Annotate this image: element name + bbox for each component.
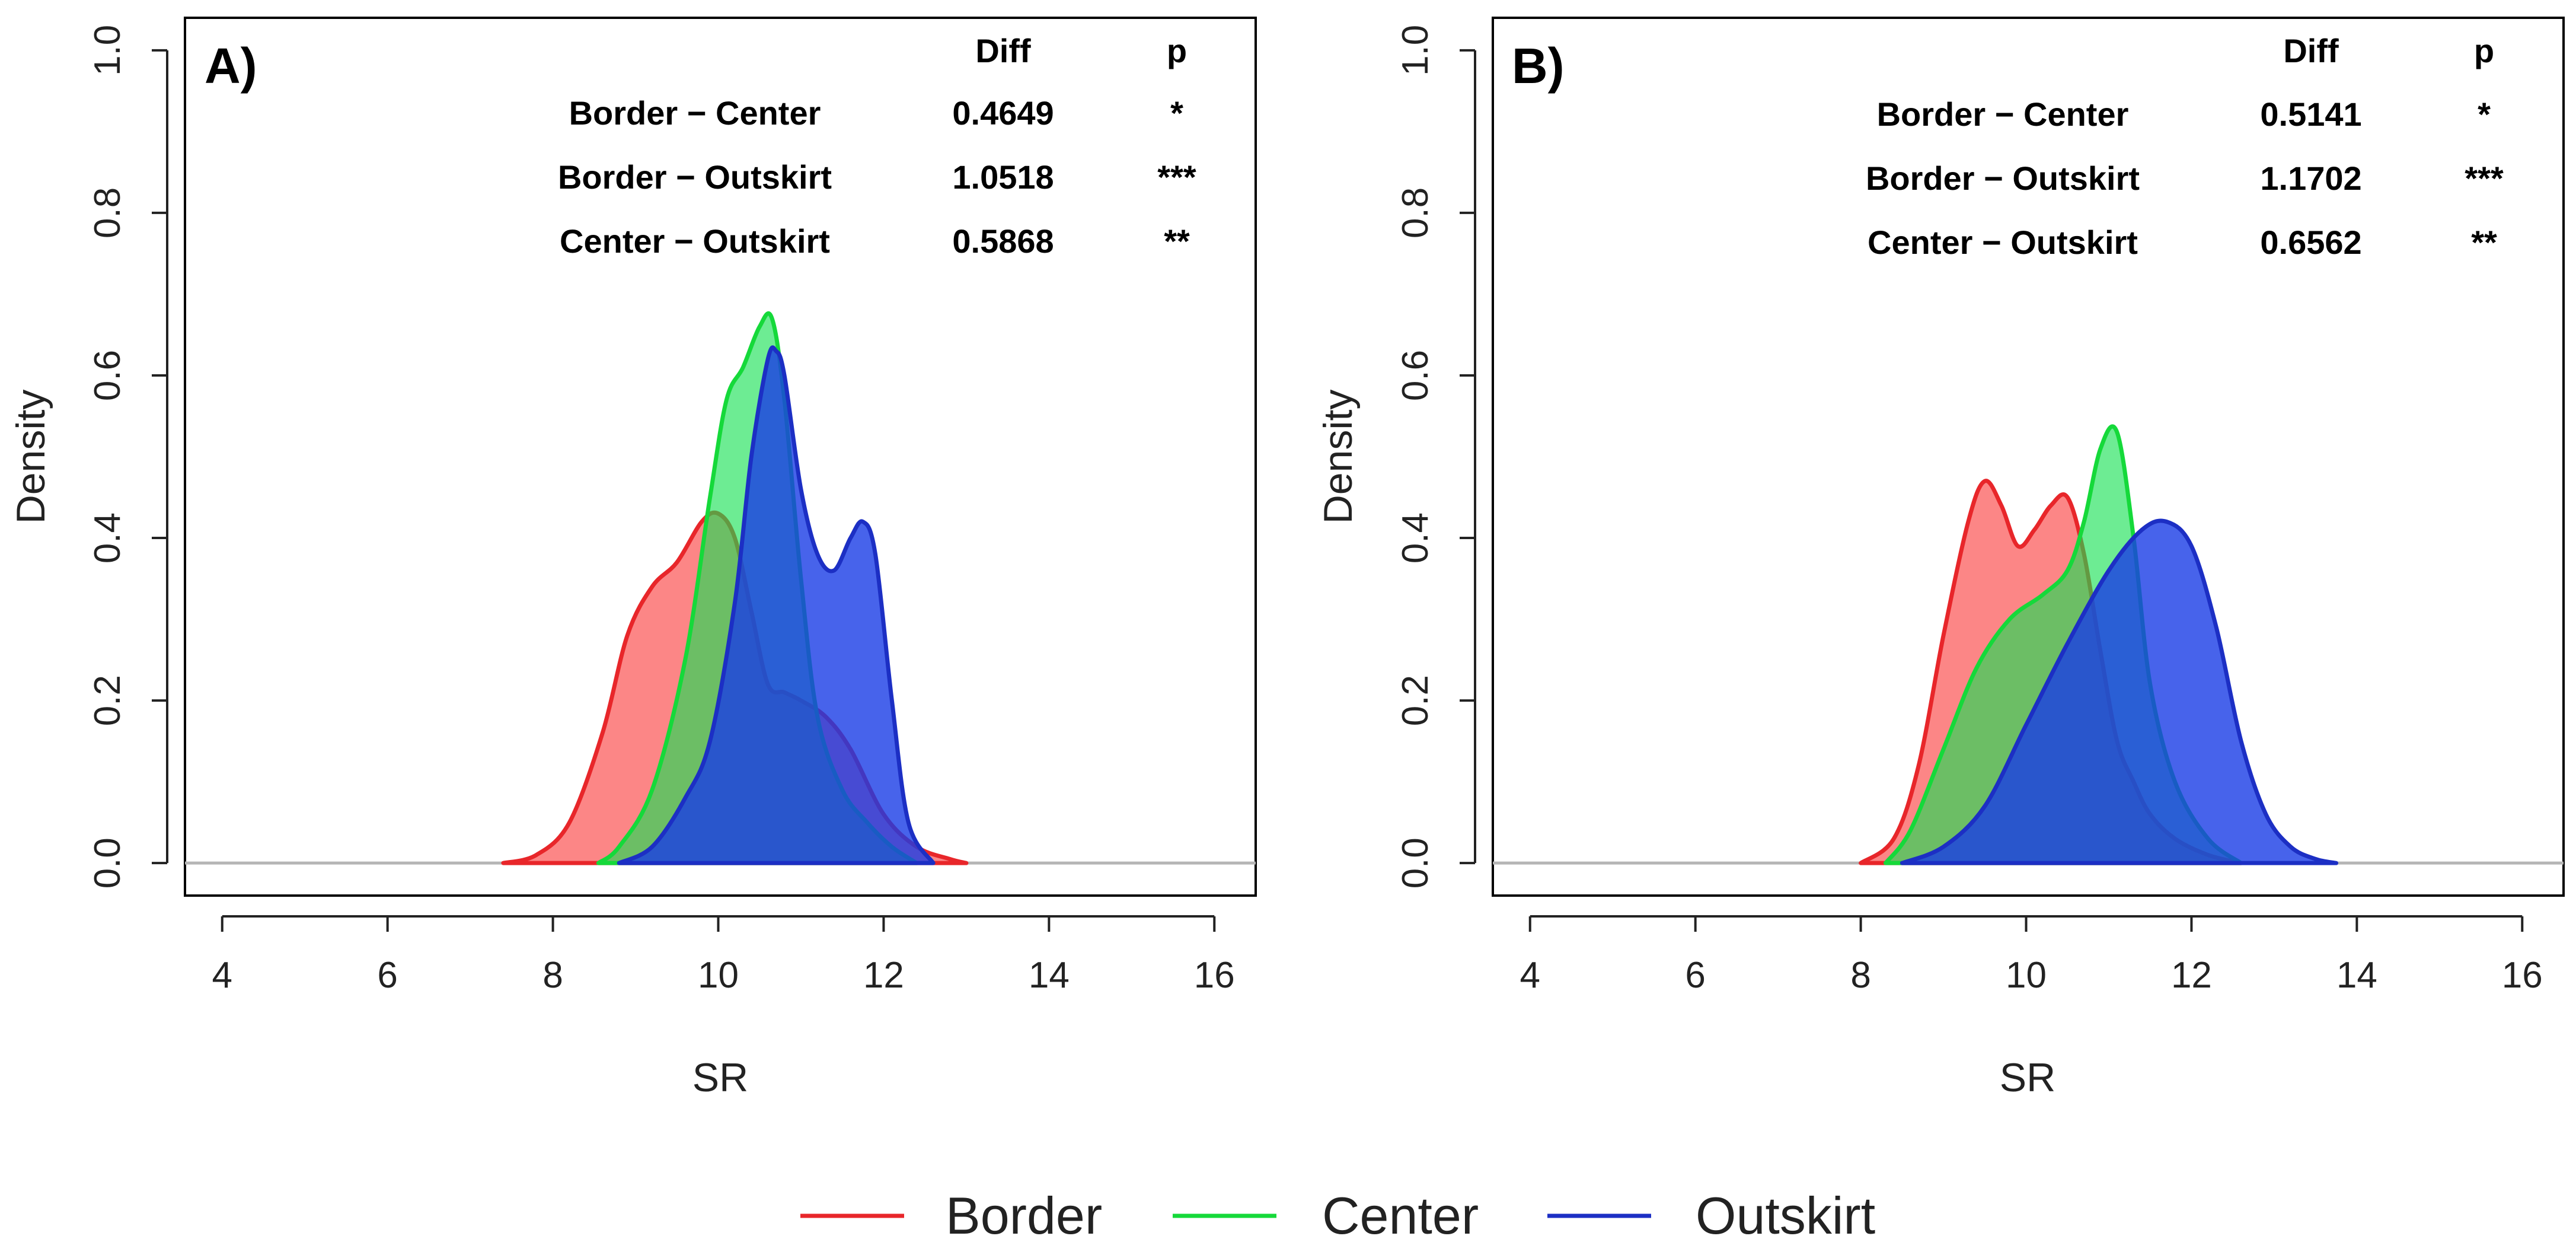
legend-label-outskirt: Outskirt bbox=[1696, 1186, 1875, 1245]
legend: Border Center Outskirt bbox=[800, 1186, 1875, 1245]
y-tick-label: 0.6 bbox=[1395, 350, 1436, 401]
panel-label: A) bbox=[205, 38, 257, 94]
stats-row-p: ** bbox=[2471, 224, 2497, 261]
density-curves bbox=[185, 311, 1256, 865]
stats-row-diff: 1.1702 bbox=[2260, 160, 2361, 197]
stats-row-label: Center − Outskirt bbox=[1868, 224, 2138, 261]
panel-b: 4 6 8 10 12 14 16 0.0 0.2 0.4 0.6 0.8 1.0 B) Diff p… bbox=[1316, 17, 2565, 1100]
panel-a: 4 6 8 10 12 14 16 0.0 0.2 0.4 0.6 0.8 1.0 A) Diff p… bbox=[8, 17, 1257, 1100]
x-tick-label: 12 bbox=[2171, 955, 2212, 996]
y-tick-label: 1.0 bbox=[87, 25, 128, 76]
stats-row-diff: 0.4649 bbox=[952, 94, 1054, 132]
density-curves bbox=[1493, 424, 2564, 865]
x-tick-label: 10 bbox=[698, 955, 739, 996]
x-axis: 4 6 8 10 12 14 16 bbox=[212, 915, 1235, 996]
stats-row-label: Border − Center bbox=[1877, 95, 2129, 133]
x-tick-label: 8 bbox=[542, 955, 563, 996]
stats-row-p: * bbox=[2478, 95, 2491, 133]
y-axis: 0.0 0.2 0.4 0.6 0.8 1.0 bbox=[1395, 25, 1476, 888]
stats-header-diff: Diff bbox=[975, 32, 1031, 69]
stats-row-diff: 0.5141 bbox=[2260, 95, 2361, 133]
stats-row-diff: 0.6562 bbox=[2260, 224, 2361, 261]
stats-row-p: * bbox=[1170, 94, 1183, 132]
y-axis-title: Density bbox=[8, 390, 53, 524]
stats-row-label: Border − Center bbox=[569, 94, 821, 132]
density-area-outskirt bbox=[1900, 518, 2338, 865]
stats-row-p: *** bbox=[1157, 158, 1196, 196]
density-area-outskirt bbox=[617, 345, 936, 865]
x-axis-title: SR bbox=[692, 1055, 748, 1100]
y-tick-label: 0.6 bbox=[87, 350, 128, 401]
y-tick-label: 0.4 bbox=[87, 512, 128, 563]
x-axis-title: SR bbox=[2000, 1055, 2055, 1100]
y-tick-label: 0.2 bbox=[1395, 675, 1436, 726]
stats-header-p: p bbox=[1167, 32, 1187, 69]
stats-row-label: Center − Outskirt bbox=[560, 222, 830, 260]
y-axis-title: Density bbox=[1316, 390, 1361, 524]
plot-frame bbox=[1492, 17, 2565, 897]
x-tick-label: 8 bbox=[1850, 955, 1870, 996]
x-tick-label: 14 bbox=[2336, 955, 2377, 996]
legend-label-center: Center bbox=[1322, 1186, 1479, 1245]
y-tick-label: 0.8 bbox=[1395, 187, 1436, 238]
stats-table: Diff p Border − Center 0.5141 * Border −… bbox=[1866, 32, 2504, 261]
x-tick-label: 4 bbox=[212, 955, 232, 996]
x-tick-label: 16 bbox=[2502, 955, 2543, 996]
stats-header-diff: Diff bbox=[2283, 32, 2339, 69]
stats-row-label: Border − Outskirt bbox=[1866, 160, 2140, 197]
stats-row-p: ** bbox=[1164, 222, 1190, 260]
stats-row-p: *** bbox=[2465, 160, 2504, 197]
x-axis: 4 6 8 10 12 14 16 bbox=[1520, 915, 2543, 996]
panel-label: B) bbox=[1512, 38, 1565, 94]
y-tick-label: 0.4 bbox=[1395, 512, 1436, 563]
x-tick-label: 14 bbox=[1029, 955, 1070, 996]
x-tick-label: 12 bbox=[863, 955, 904, 996]
x-tick-label: 10 bbox=[2006, 955, 2047, 996]
y-axis: 0.0 0.2 0.4 0.6 0.8 1.0 bbox=[87, 25, 168, 888]
stats-header-p: p bbox=[2474, 32, 2494, 69]
y-tick-label: 1.0 bbox=[1395, 25, 1436, 76]
legend-label-border: Border bbox=[946, 1186, 1102, 1245]
y-tick-label: 0.0 bbox=[87, 837, 128, 888]
stats-table: Diff p Border − Center 0.4649 * Border −… bbox=[558, 32, 1196, 260]
y-tick-label: 0.0 bbox=[1395, 837, 1436, 888]
x-tick-label: 4 bbox=[1520, 955, 1540, 996]
y-tick-label: 0.8 bbox=[87, 187, 128, 238]
stats-row-diff: 1.0518 bbox=[952, 158, 1054, 196]
stats-row-label: Border − Outskirt bbox=[558, 158, 832, 196]
plot-frame bbox=[184, 17, 1257, 897]
x-tick-label: 16 bbox=[1194, 955, 1235, 996]
stats-row-diff: 0.5868 bbox=[952, 222, 1054, 260]
y-tick-label: 0.2 bbox=[87, 675, 128, 726]
x-tick-label: 6 bbox=[1685, 955, 1705, 996]
x-tick-label: 6 bbox=[377, 955, 397, 996]
